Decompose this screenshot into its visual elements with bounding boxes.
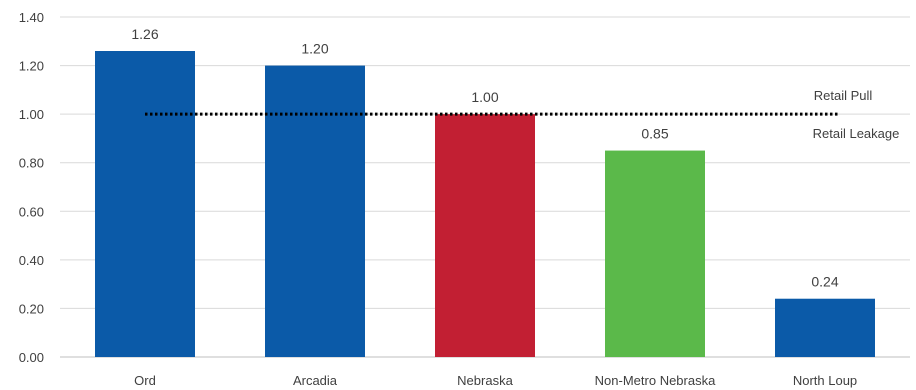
y-tick-label: 1.40	[19, 10, 44, 25]
data-label: 1.20	[301, 41, 328, 57]
data-label: 0.24	[811, 274, 838, 290]
x-tick-label: Arcadia	[293, 373, 338, 388]
x-tick-label: North Loup	[793, 373, 857, 388]
x-tick-label: Nebraska	[457, 373, 513, 388]
data-label: 0.85	[641, 126, 668, 142]
x-axis-labels: Ord Arcadia Nebraska Non-Metro Nebraska Nort…	[134, 373, 857, 388]
bar	[435, 114, 535, 358]
y-tick-label: 0.00	[19, 350, 44, 365]
annotation-retail-leakage: Retail Leakage	[813, 126, 900, 141]
bar	[265, 65, 365, 358]
y-tick-label: 1.00	[19, 107, 44, 122]
bar	[775, 298, 875, 357]
bar	[605, 150, 705, 357]
y-tick-label: 0.80	[19, 156, 44, 171]
x-tick-label: Ord	[134, 373, 156, 388]
y-tick-label: 1.20	[19, 59, 44, 74]
y-tick-label: 0.40	[19, 253, 44, 268]
value-labels: 1.26 1.20 1.00 0.85 0.24	[131, 26, 838, 290]
data-label: 1.00	[471, 89, 498, 105]
y-tick-label: 0.20	[19, 301, 44, 316]
x-tick-label: Non-Metro Nebraska	[595, 373, 716, 388]
y-tick-label: 0.60	[19, 204, 44, 219]
annotation-retail-pull: Retail Pull	[814, 88, 873, 103]
y-axis-ticks: 0.00 0.20 0.40 0.60 0.80 1.00 1.20 1.40	[19, 10, 44, 365]
bar	[95, 51, 195, 357]
data-label: 1.26	[131, 26, 158, 42]
